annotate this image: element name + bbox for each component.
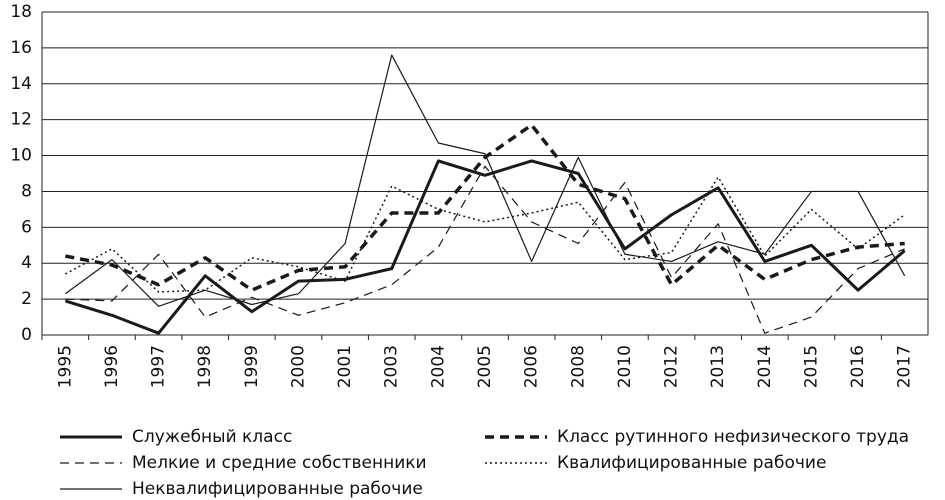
y-tick-label: 2 bbox=[21, 289, 32, 309]
x-tick-label: 2005 bbox=[475, 345, 495, 388]
legend-label: Неквалифицированные рабочие bbox=[132, 479, 423, 499]
x-tick-label: 2014 bbox=[755, 345, 775, 388]
y-tick-label: 6 bbox=[21, 217, 32, 237]
x-tick-label: 1996 bbox=[102, 345, 122, 388]
series-line bbox=[65, 165, 905, 334]
legend-label: Мелкие и средние собственники bbox=[132, 453, 427, 473]
y-tick-label: 12 bbox=[10, 110, 32, 130]
y-tick-label: 16 bbox=[10, 38, 32, 58]
x-tick-label: 2015 bbox=[801, 345, 821, 388]
x-tick-label: 2003 bbox=[382, 345, 402, 388]
x-tick-label: 1999 bbox=[242, 345, 262, 388]
x-tick-label: 1997 bbox=[149, 345, 169, 388]
x-tick-label: 1998 bbox=[195, 345, 215, 388]
series-line bbox=[64, 54, 906, 307]
y-tick-label: 10 bbox=[10, 146, 32, 166]
legend-label: Класс рутинного нефизического труда bbox=[557, 427, 909, 447]
x-tick-label: 2012 bbox=[662, 345, 682, 388]
x-tick-label: 2006 bbox=[522, 345, 542, 388]
x-tick-label: 2013 bbox=[708, 345, 728, 388]
x-tick-label: 2008 bbox=[568, 345, 588, 388]
series-line bbox=[64, 123, 905, 292]
legend-label: Служебный класс bbox=[132, 427, 292, 447]
y-tick-label: 8 bbox=[21, 181, 32, 201]
x-tick-label: 2004 bbox=[428, 345, 448, 388]
x-tick-label: 2010 bbox=[615, 345, 635, 388]
x-tick-label: 2016 bbox=[848, 345, 868, 388]
x-tick-label: 2000 bbox=[288, 345, 308, 388]
x-tick-label: 2001 bbox=[335, 345, 355, 388]
series-line bbox=[64, 159, 906, 335]
x-tick-label: 2017 bbox=[895, 345, 915, 388]
y-tick-label: 0 bbox=[21, 325, 32, 345]
x-tick-label: 1995 bbox=[55, 345, 75, 388]
legend-label: Квалифицированные рабочие bbox=[557, 453, 826, 473]
y-tick-label: 4 bbox=[21, 253, 32, 273]
y-tick-label: 18 bbox=[10, 2, 32, 22]
y-tick-label: 14 bbox=[10, 74, 32, 94]
